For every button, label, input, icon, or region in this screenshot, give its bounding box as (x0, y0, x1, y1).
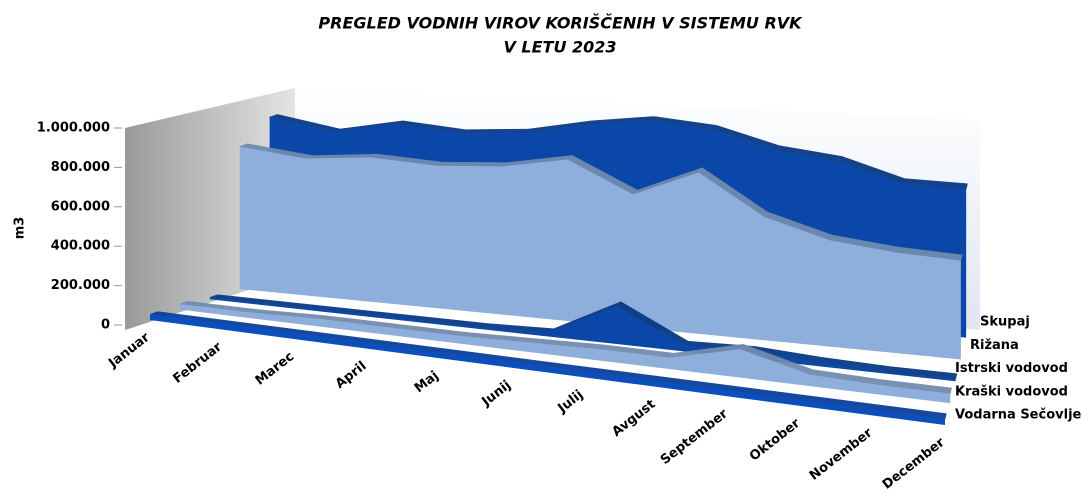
area (239, 146, 961, 360)
legend-label: Istrski vodovod (955, 361, 1068, 376)
legend-label: Vodarna Sečovlje (955, 408, 1082, 423)
legend-label: Skupaj (980, 315, 1030, 330)
y-tick-label: 400.000 (51, 239, 110, 254)
x-tick-label: Maj (412, 368, 442, 396)
legend-label: Rižana (970, 338, 1019, 353)
y-tick-label: 800.000 (51, 160, 110, 175)
x-tick-label: Julij (555, 387, 587, 416)
x-tick-label: Februar (170, 339, 225, 386)
x-tick-label: Januar (105, 330, 153, 372)
chart-title: PREGLED VODNIH VIROV KORIŠČENIH V SISTEM… (318, 13, 803, 33)
legend-label: Kraški vodovod (955, 384, 1068, 399)
x-tick-label: November (807, 425, 876, 483)
x-tick-label: December (880, 435, 948, 493)
y-axis-title: m3 (13, 217, 28, 240)
y-tick-label: 0 (101, 318, 110, 333)
x-tick-label: Avgust (609, 397, 658, 440)
chart-title: V LETU 2023 (503, 38, 616, 57)
x-tick-label: April (333, 359, 370, 392)
x-tick-label: Marec (253, 349, 297, 388)
area (150, 314, 945, 425)
y-tick-label: 600.000 (51, 199, 110, 214)
area (179, 303, 951, 404)
x-tick-label: September (658, 406, 731, 468)
x-tick-label: Junij (479, 378, 514, 410)
x-tick-label: Oktober (747, 416, 803, 465)
y-tick-label: 1.000.000 (37, 121, 110, 136)
y-tick-label: 200.000 (51, 278, 110, 293)
